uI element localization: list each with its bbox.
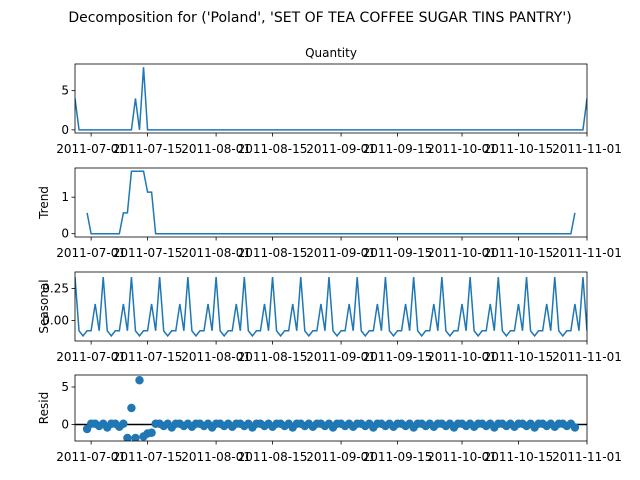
series [75,67,587,131]
resid-point [127,403,136,413]
x-tick-label: 2011-10-15 [484,246,554,260]
y-axis-label: Resid [37,392,51,424]
series [75,376,587,441]
x-tick-label: 2011-10-15 [484,450,554,464]
x-tick-label: 2011-09-15 [363,350,433,364]
y-tick-label: 5 [61,380,69,394]
axes-frame [74,167,588,238]
x-tick-label: 2011-10-01 [427,450,497,464]
panel-trend: Trend012011-07-012011-07-152011-08-01201… [37,167,622,260]
series-line [86,170,576,235]
y-tick-label: 0.00 [42,314,69,328]
x-tick-label: 2011-08-01 [181,246,251,260]
x-tick-label: 2011-09-15 [363,246,433,260]
x-tick-label: 2011-10-01 [427,350,497,364]
y-tick-label: 0 [61,227,69,241]
figure-suptitle: Decomposition for ('Poland', 'SET OF TEA… [68,10,571,26]
x-tick-label: 2011-07-01 [56,350,126,364]
y-tick-label: 5 [61,84,69,98]
y-tick-label: 1 [61,190,69,204]
x-tick-label: 2011-08-15 [238,350,308,364]
x-tick-label: 2011-09-01 [306,350,376,364]
x-tick-label: 2011-10-01 [427,246,497,260]
x-tick-label: 2011-11-01 [552,350,622,364]
y-tick-label: 0.25 [42,282,69,296]
x-tick-label: 2011-08-15 [238,246,308,260]
resid-point [147,428,156,437]
series [86,170,576,235]
x-tick-label: 2011-10-15 [484,350,554,364]
x-tick-label: 2011-07-01 [56,142,126,156]
x-tick-label: 2011-07-15 [113,246,183,260]
resid-point [135,376,144,385]
series [75,277,587,338]
x-tick-label: 2011-11-01 [552,450,622,464]
axes-frame [74,374,588,442]
panel-quantity: Quantity 0 5 2011-07-012011-07-152011-08-01… [56,46,622,156]
panel-seasonal: Seasonal0.250.002011-07-012011-07-152011… [37,271,622,364]
x-tick-label: 2011-07-01 [56,246,126,260]
x-tick-label: 2011-08-01 [181,350,251,364]
resid-point [123,433,132,441]
y-axis-label: Trend [37,186,51,220]
x-tick-label: 2011-11-01 [552,142,622,156]
x-tick-label: 2011-08-15 [238,142,308,156]
x-tick-label: 2011-11-01 [552,246,622,260]
x-tick-label: 2011-09-01 [306,450,376,464]
panels: Quantity052011-07-012011-07-152011-08-01… [37,46,622,464]
y-tick-label: 0 [61,123,69,137]
series-line [75,277,587,338]
x-tick-label: 2011-07-15 [113,350,183,364]
x-tick-label: 2011-08-01 [181,450,251,464]
resid-point [119,419,128,428]
x-tick-label: 2011-09-15 [363,142,433,156]
x-tick-label: 2011-08-01 [181,142,251,156]
x-tick-label: 2011-08-15 [238,450,308,464]
x-tick-label: 2011-10-01 [427,142,497,156]
resid-point [131,433,140,441]
x-tick-label: 2011-10-15 [484,142,554,156]
x-tick-label: 2011-07-15 [113,142,183,156]
y-tick-label: 0 [61,418,69,432]
x-tick-label: 2011-07-01 [56,450,126,464]
panel-resid: Resid052011-07-012011-07-152011-08-01201… [37,374,622,464]
axes-frame [74,63,588,134]
x-tick-label: 2011-09-15 [363,450,433,464]
x-tick-label: 2011-07-15 [113,450,183,464]
x-tick-label: 2011-09-01 [306,142,376,156]
x-tick-label: 2011-09-01 [306,246,376,260]
panel-title: Quantity [305,46,357,60]
series-line [75,67,587,131]
y-axis-label: Seasonal [37,279,51,333]
resid-point [570,423,580,432]
axes-frame [74,271,588,342]
